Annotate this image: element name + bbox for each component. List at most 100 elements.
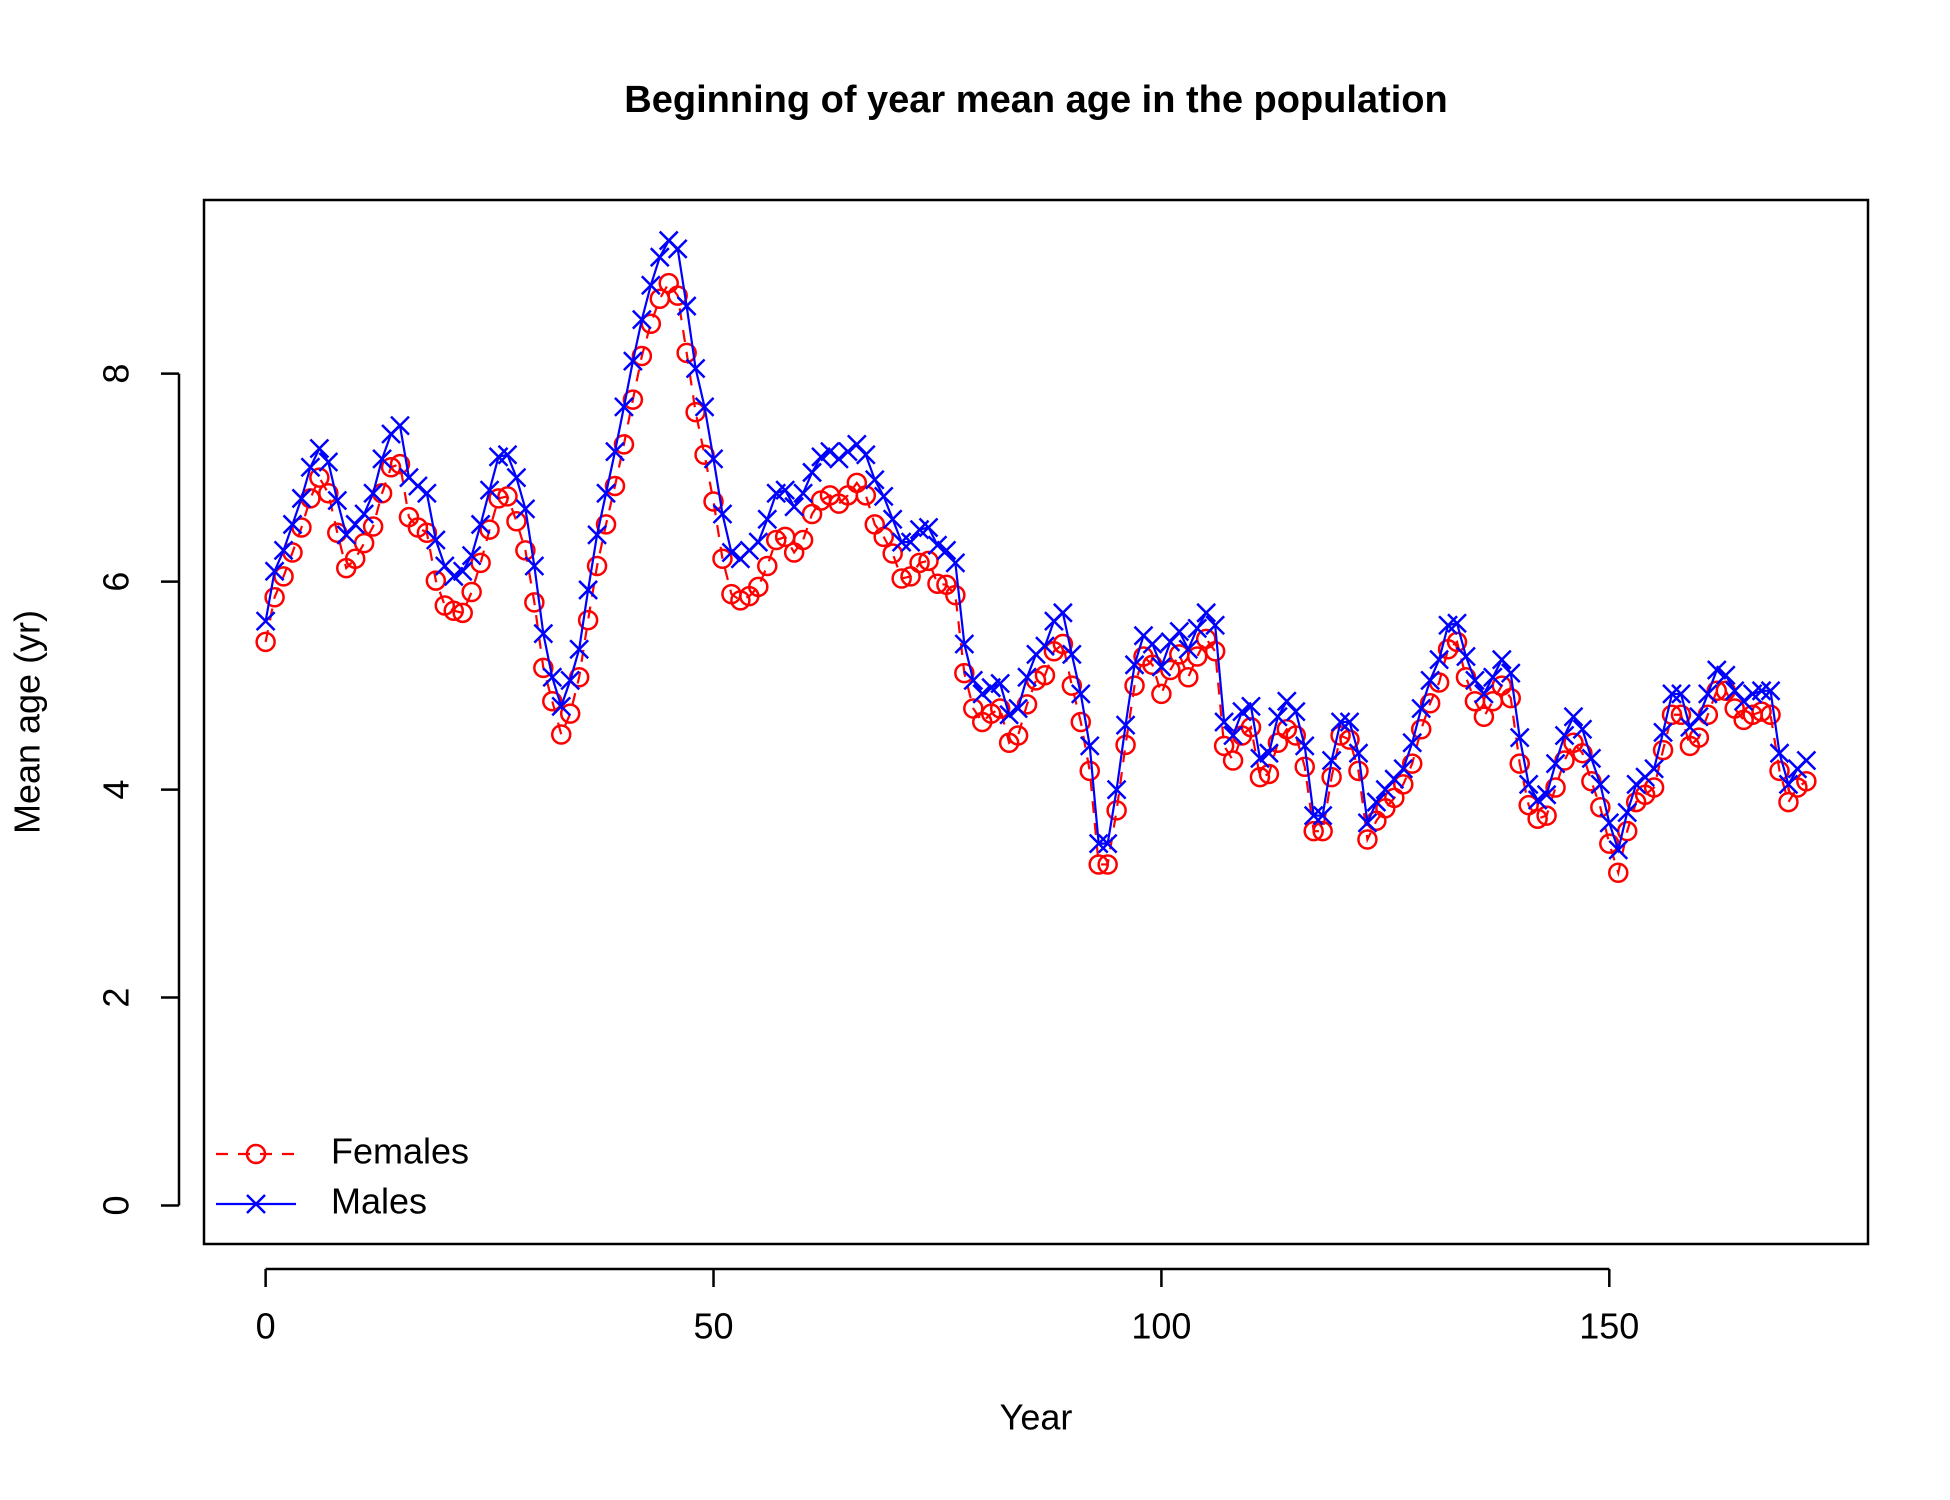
point-marker bbox=[1115, 715, 1136, 736]
point-marker bbox=[1186, 646, 1208, 667]
point-marker bbox=[264, 561, 285, 582]
point-marker bbox=[327, 490, 348, 511]
point-marker bbox=[1223, 725, 1243, 746]
point-marker bbox=[1500, 687, 1522, 709]
point-marker bbox=[1106, 779, 1127, 800]
point-marker bbox=[1124, 654, 1145, 675]
point-marker bbox=[1142, 634, 1163, 654]
point-marker bbox=[712, 504, 733, 524]
point-marker bbox=[291, 488, 312, 509]
point-marker bbox=[390, 415, 410, 436]
point-marker bbox=[1213, 735, 1235, 757]
point-marker bbox=[363, 483, 384, 504]
point-marker bbox=[1545, 777, 1566, 798]
point-marker bbox=[775, 480, 796, 500]
point-marker bbox=[623, 351, 643, 372]
point-marker bbox=[667, 285, 688, 306]
point-marker bbox=[1778, 774, 1799, 795]
point-marker bbox=[461, 545, 482, 566]
point-marker bbox=[1518, 774, 1539, 795]
point-marker bbox=[1455, 667, 1477, 688]
point-marker bbox=[945, 584, 966, 606]
point-marker bbox=[1796, 750, 1817, 771]
point-marker bbox=[1401, 753, 1423, 774]
point-marker bbox=[1563, 706, 1584, 727]
point-marker bbox=[1204, 641, 1226, 662]
point-marker bbox=[559, 703, 581, 724]
point-marker bbox=[1581, 748, 1602, 769]
point-marker bbox=[452, 602, 473, 624]
point-marker bbox=[300, 457, 321, 478]
point-marker bbox=[703, 491, 724, 512]
point-marker bbox=[1267, 706, 1288, 727]
point-marker bbox=[1456, 646, 1476, 667]
point-marker bbox=[989, 698, 1011, 719]
point-marker bbox=[1106, 800, 1127, 821]
point-marker bbox=[1348, 743, 1369, 764]
point-marker bbox=[1608, 840, 1629, 860]
point-marker bbox=[1527, 790, 1548, 810]
point-marker bbox=[936, 540, 957, 561]
point-marker bbox=[1662, 684, 1682, 704]
point-marker bbox=[1079, 736, 1100, 756]
point-marker bbox=[1294, 736, 1315, 756]
point-marker bbox=[470, 514, 491, 535]
point-marker bbox=[1420, 670, 1441, 691]
point-marker bbox=[614, 397, 634, 417]
point-marker bbox=[1473, 706, 1495, 728]
point-marker bbox=[855, 444, 876, 465]
point-marker bbox=[318, 482, 339, 504]
x-tick-label: 0 bbox=[256, 1306, 276, 1347]
point-marker bbox=[1052, 602, 1073, 623]
point-marker bbox=[425, 570, 447, 591]
point-marker bbox=[1017, 667, 1037, 688]
point-marker bbox=[1303, 805, 1324, 826]
point-marker bbox=[479, 480, 500, 500]
point-marker bbox=[1509, 753, 1530, 774]
point-marker bbox=[1187, 618, 1208, 639]
point-marker bbox=[497, 444, 518, 465]
point-marker bbox=[1751, 680, 1772, 701]
point-marker bbox=[676, 296, 697, 316]
y-tick-label: 2 bbox=[96, 988, 137, 1008]
point-marker bbox=[542, 690, 563, 712]
point-marker bbox=[586, 555, 608, 577]
legend-label: Females bbox=[331, 1131, 469, 1172]
point-marker bbox=[685, 358, 706, 379]
point-marker bbox=[622, 389, 644, 410]
point-marker bbox=[1232, 701, 1252, 722]
point-marker bbox=[1088, 854, 1109, 875]
point-marker bbox=[1366, 792, 1387, 812]
point-marker bbox=[506, 511, 527, 532]
point-marker bbox=[1509, 727, 1530, 748]
point-marker bbox=[353, 532, 375, 554]
point-marker bbox=[344, 548, 366, 569]
point-marker bbox=[1419, 693, 1441, 714]
point-marker bbox=[1241, 696, 1261, 717]
point-marker bbox=[443, 600, 464, 621]
point-marker bbox=[533, 657, 554, 679]
point-marker bbox=[712, 548, 733, 569]
point-marker bbox=[1715, 665, 1736, 686]
point-marker bbox=[1079, 760, 1100, 782]
point-marker bbox=[1527, 808, 1548, 829]
point-marker bbox=[954, 662, 975, 684]
point-marker bbox=[1339, 712, 1360, 732]
point-marker bbox=[1652, 739, 1674, 761]
point-marker bbox=[1312, 805, 1333, 826]
point-marker bbox=[748, 532, 769, 552]
point-marker bbox=[855, 485, 877, 506]
point-marker bbox=[1312, 820, 1333, 842]
point-marker bbox=[1178, 639, 1199, 660]
point-marker bbox=[1222, 750, 1244, 771]
point-marker bbox=[972, 684, 993, 704]
point-marker bbox=[1769, 760, 1790, 782]
point-marker bbox=[372, 449, 392, 469]
point-marker bbox=[273, 540, 294, 561]
point-marker bbox=[524, 592, 545, 613]
point-marker bbox=[1160, 659, 1181, 681]
y-tick-label: 6 bbox=[96, 572, 137, 592]
point-marker bbox=[999, 704, 1020, 725]
point-marker bbox=[1070, 684, 1091, 704]
point-marker bbox=[479, 519, 500, 540]
